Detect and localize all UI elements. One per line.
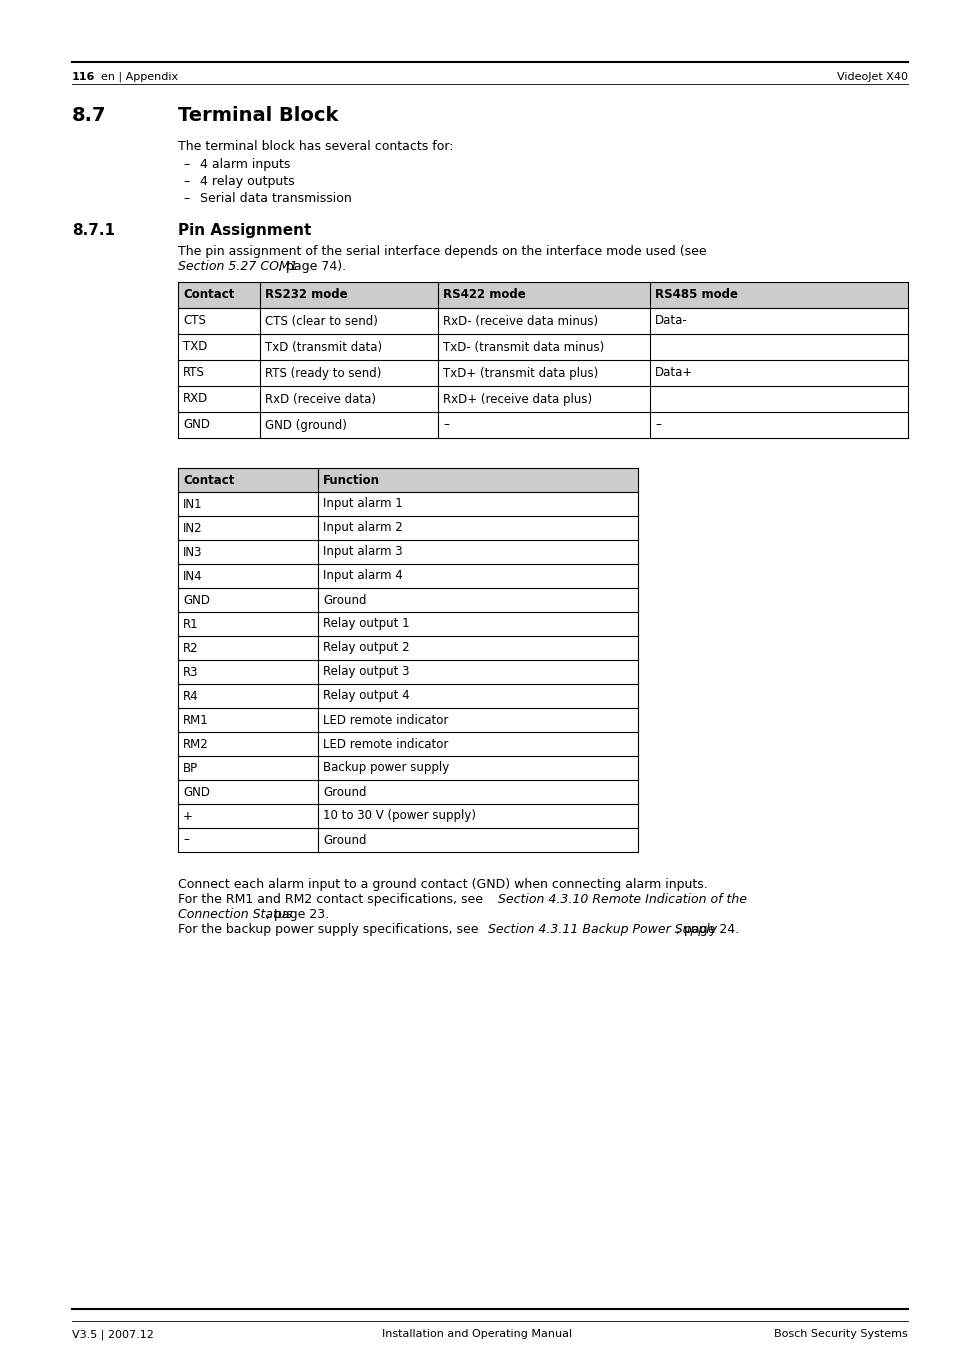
Text: RM1: RM1 [183,713,209,727]
Text: TxD (transmit data): TxD (transmit data) [265,340,382,354]
Text: RxD- (receive data minus): RxD- (receive data minus) [442,315,598,327]
Text: IN3: IN3 [183,546,202,558]
Text: CTS: CTS [183,315,206,327]
Text: RTS (ready to send): RTS (ready to send) [265,366,381,380]
Text: Input alarm 3: Input alarm 3 [323,546,402,558]
Text: , page 74).: , page 74). [277,259,346,273]
Text: IN1: IN1 [183,497,202,511]
Text: R1: R1 [183,617,198,631]
Text: –: – [442,419,449,431]
Text: RS485 mode: RS485 mode [655,289,738,301]
Text: Input alarm 2: Input alarm 2 [323,521,402,535]
Text: TXD: TXD [183,340,207,354]
Text: 8.7.1: 8.7.1 [71,223,115,238]
Text: Bosch Security Systems: Bosch Security Systems [774,1329,907,1339]
Text: Relay output 2: Relay output 2 [323,642,409,654]
Text: , page 23.: , page 23. [266,908,329,921]
Text: 8.7: 8.7 [71,105,107,126]
Text: Function: Function [323,473,379,486]
Text: R3: R3 [183,666,198,678]
Text: For the RM1 and RM2 contact specifications, see: For the RM1 and RM2 contact specificatio… [178,893,486,907]
Text: RS422 mode: RS422 mode [442,289,525,301]
Text: TxD- (transmit data minus): TxD- (transmit data minus) [442,340,603,354]
Text: LED remote indicator: LED remote indicator [323,738,448,751]
Text: IN4: IN4 [183,570,202,582]
Text: Data+: Data+ [655,366,693,380]
Text: R2: R2 [183,642,198,654]
Text: Section 5.27 COM1: Section 5.27 COM1 [178,259,297,273]
Text: R4: R4 [183,689,198,703]
Text: –: – [183,176,189,188]
Text: TxD+ (transmit data plus): TxD+ (transmit data plus) [442,366,598,380]
Text: Section 4.3.11 Backup Power Supply: Section 4.3.11 Backup Power Supply [488,923,717,936]
Text: Relay output 4: Relay output 4 [323,689,409,703]
Text: 116: 116 [71,72,95,82]
Text: Relay output 1: Relay output 1 [323,617,409,631]
Text: –: – [655,419,660,431]
Text: Pin Assignment: Pin Assignment [178,223,311,238]
Text: Ground: Ground [323,593,366,607]
Text: Serial data transmission: Serial data transmission [200,192,352,205]
Text: Connect each alarm input to a ground contact (GND) when connecting alarm inputs.: Connect each alarm input to a ground con… [178,878,707,892]
Text: Ground: Ground [323,785,366,798]
Text: Connection Status: Connection Status [178,908,292,921]
Text: GND: GND [183,785,210,798]
Text: LED remote indicator: LED remote indicator [323,713,448,727]
Text: CTS (clear to send): CTS (clear to send) [265,315,377,327]
Text: 10 to 30 V (power supply): 10 to 30 V (power supply) [323,809,476,823]
Text: Input alarm 4: Input alarm 4 [323,570,402,582]
Text: Contact: Contact [183,473,234,486]
Text: The terminal block has several contacts for:: The terminal block has several contacts … [178,141,453,153]
Text: –: – [183,192,189,205]
Text: Relay output 3: Relay output 3 [323,666,409,678]
Text: GND: GND [183,419,210,431]
Text: +: + [183,809,193,823]
Text: Contact: Contact [183,289,234,301]
Text: , page 24.: , page 24. [676,923,739,936]
Bar [178,467,638,492]
Text: Ground: Ground [323,834,366,847]
Text: RXD: RXD [183,393,208,405]
Text: RxD+ (receive data plus): RxD+ (receive data plus) [442,393,592,405]
Text: –: – [183,158,189,172]
Text: –: – [183,834,189,847]
Text: Input alarm 1: Input alarm 1 [323,497,402,511]
Bar [178,282,907,308]
Text: V3.5 | 2007.12: V3.5 | 2007.12 [71,1329,153,1339]
Text: RTS: RTS [183,366,205,380]
Text: RM2: RM2 [183,738,209,751]
Text: Backup power supply: Backup power supply [323,762,449,774]
Text: GND (ground): GND (ground) [265,419,347,431]
Text: The pin assignment of the serial interface depends on the interface mode used (s: The pin assignment of the serial interfa… [178,245,706,258]
Text: 4 alarm inputs: 4 alarm inputs [200,158,290,172]
Text: RxD (receive data): RxD (receive data) [265,393,375,405]
Text: Terminal Block: Terminal Block [178,105,338,126]
Text: RS232 mode: RS232 mode [265,289,347,301]
Text: Section 4.3.10 Remote Indication of the: Section 4.3.10 Remote Indication of the [497,893,746,907]
Text: BP: BP [183,762,198,774]
Text: GND: GND [183,593,210,607]
Text: en | Appendix: en | Appendix [94,72,178,82]
Text: For the backup power supply specifications, see: For the backup power supply specificatio… [178,923,482,936]
Text: IN2: IN2 [183,521,202,535]
Text: Data-: Data- [655,315,687,327]
Text: Installation and Operating Manual: Installation and Operating Manual [381,1329,572,1339]
Text: 4 relay outputs: 4 relay outputs [200,176,294,188]
Text: VideoJet X40: VideoJet X40 [836,72,907,82]
